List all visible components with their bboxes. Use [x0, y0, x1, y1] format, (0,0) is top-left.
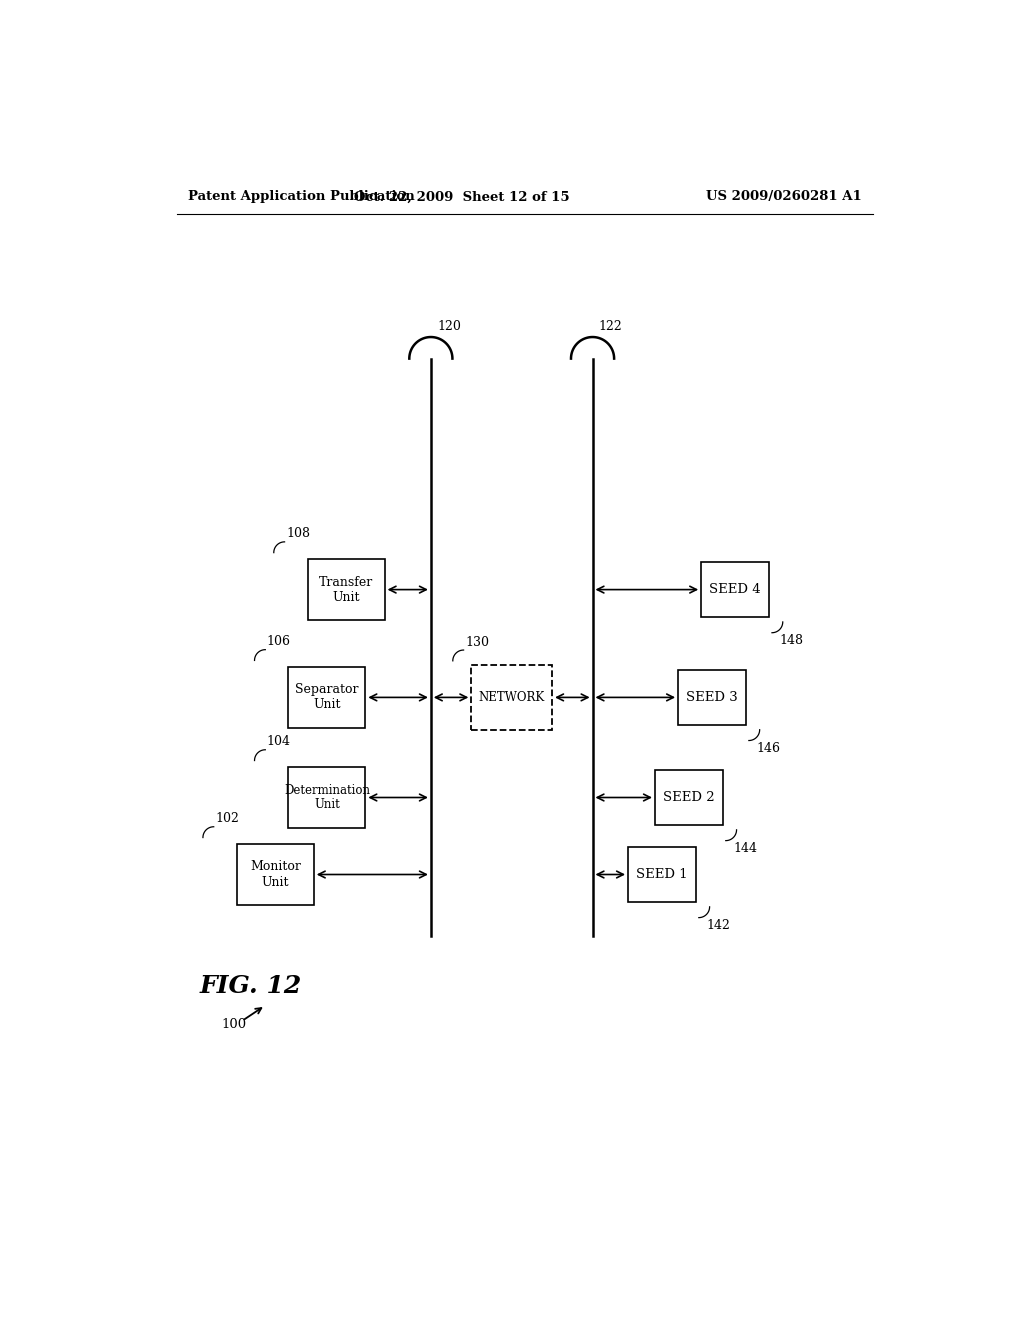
Text: Separator
Unit: Separator Unit — [295, 684, 358, 711]
Text: Oct. 22, 2009  Sheet 12 of 15: Oct. 22, 2009 Sheet 12 of 15 — [354, 190, 569, 203]
Text: 100: 100 — [221, 1018, 247, 1031]
Text: 130: 130 — [465, 635, 489, 648]
Bar — [289, 667, 366, 729]
Text: 102: 102 — [215, 812, 240, 825]
Text: 146: 146 — [757, 742, 780, 755]
Text: Patent Application Publication: Patent Application Publication — [188, 190, 415, 203]
Bar — [237, 843, 313, 906]
Text: 108: 108 — [286, 527, 310, 540]
Text: US 2009/0260281 A1: US 2009/0260281 A1 — [707, 190, 862, 203]
Text: 148: 148 — [779, 635, 804, 647]
Text: SEED 4: SEED 4 — [710, 583, 761, 597]
Text: 120: 120 — [437, 321, 461, 333]
Text: 122: 122 — [599, 321, 623, 333]
Text: Monitor
Unit: Monitor Unit — [250, 861, 301, 888]
Bar — [628, 847, 695, 903]
Text: 104: 104 — [267, 735, 291, 748]
Bar — [289, 767, 366, 829]
Text: 142: 142 — [707, 919, 730, 932]
Text: Transfer
Unit: Transfer Unit — [319, 576, 374, 603]
Bar — [471, 665, 552, 730]
Text: FIG. 12: FIG. 12 — [200, 974, 302, 998]
Text: SEED 1: SEED 1 — [636, 869, 688, 880]
Text: 106: 106 — [267, 635, 291, 648]
Text: Determination
Unit: Determination Unit — [284, 784, 370, 812]
Bar — [678, 669, 745, 725]
Text: SEED 2: SEED 2 — [663, 791, 715, 804]
Text: 144: 144 — [733, 842, 758, 855]
Bar — [701, 562, 769, 618]
Bar — [655, 770, 723, 825]
Text: NETWORK: NETWORK — [478, 690, 545, 704]
Text: SEED 3: SEED 3 — [686, 690, 737, 704]
Bar — [307, 558, 385, 620]
